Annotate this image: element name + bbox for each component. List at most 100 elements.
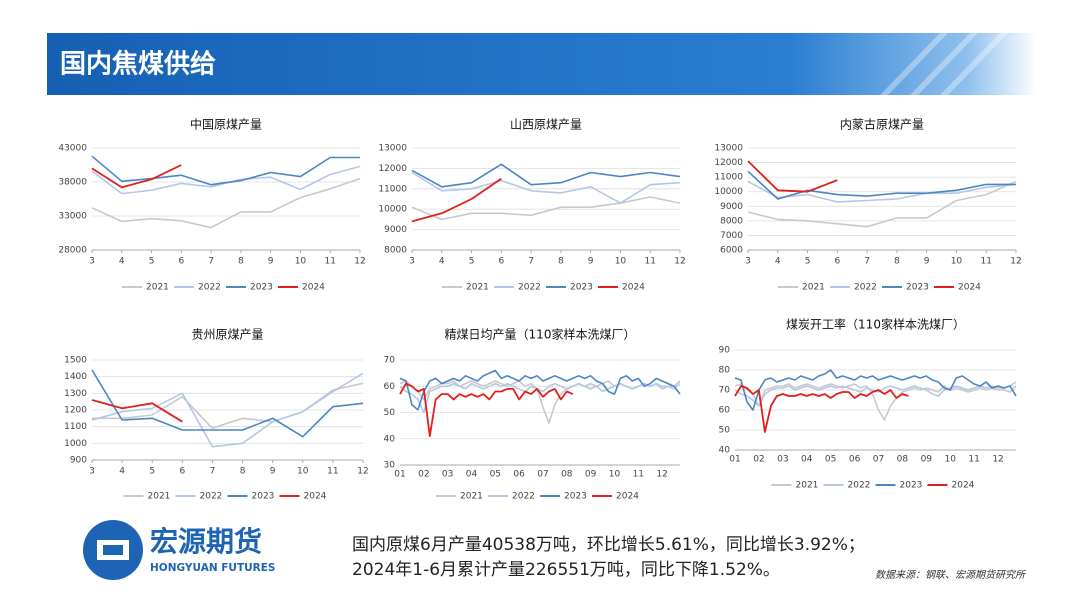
x-tick-label: 6 (834, 257, 840, 267)
chart-title: 中国原煤产量 (190, 117, 262, 132)
x-tick-label: 05 (490, 470, 501, 480)
series-line (734, 383, 1017, 421)
x-tick-label: 8 (238, 257, 244, 267)
x-tick-label: 12 (674, 257, 685, 267)
x-tick-label: 10 (297, 467, 309, 477)
x-tick-label: 02 (418, 470, 429, 480)
logo-cn: 宏源期货 (150, 525, 262, 558)
y-tick-label: 11000 (378, 184, 407, 194)
y-tick-label: 28000 (58, 246, 87, 256)
series-line (747, 180, 1017, 228)
x-tick-label: 6 (498, 257, 504, 267)
x-tick-label: 3 (409, 257, 415, 267)
y-tick-label: 40 (384, 434, 396, 444)
y-tick-label: 9000 (720, 202, 743, 212)
chart-title: 内蒙古原煤产量 (840, 117, 924, 132)
y-tick-label: 7000 (720, 231, 743, 241)
series-line (411, 196, 681, 221)
x-tick-label: 12 (354, 257, 365, 267)
x-tick-label: 11 (980, 257, 991, 267)
y-tick-label: 10000 (378, 205, 407, 215)
y-tick-label: 10000 (714, 187, 743, 197)
x-tick-label: 6 (179, 467, 185, 477)
header-band (47, 33, 1037, 95)
x-tick-label: 4 (119, 257, 125, 267)
x-tick-label: 11 (968, 455, 979, 465)
y-tick-label: 38000 (58, 178, 87, 188)
y-tick-label: 33000 (58, 212, 87, 222)
y-tick-label: 1200 (64, 406, 87, 416)
y-tick-label: 1500 (64, 356, 87, 366)
x-tick-label: 08 (561, 470, 573, 480)
x-tick-label: 9 (588, 257, 594, 267)
x-tick-label: 12 (656, 470, 667, 480)
source-note: 数据来源：钢联、宏源期货研究所 (875, 569, 1027, 581)
y-tick-label: 50 (719, 426, 731, 436)
x-tick-label: 03 (777, 455, 788, 465)
y-tick-label: 900 (70, 456, 87, 466)
x-tick-label: 5 (149, 257, 155, 267)
legend-label: 2024 (616, 492, 639, 502)
x-tick-label: 9 (924, 257, 930, 267)
series-line (91, 372, 364, 448)
x-tick-label: 8 (240, 467, 246, 477)
chart-title: 煤炭开工率（110家样本洗煤厂） (786, 317, 965, 332)
logo: 宏源期货 HONGYUAN FUTURES (83, 520, 275, 580)
y-tick-label: 13000 (378, 144, 407, 154)
y-tick-label: 6000 (720, 246, 743, 256)
series-line (399, 382, 574, 437)
x-tick-label: 7 (210, 467, 216, 477)
y-tick-label: 90 (719, 346, 731, 356)
y-tick-label: 70 (384, 356, 396, 366)
x-tick-label: 8 (894, 257, 900, 267)
x-tick-label: 8 (558, 257, 564, 267)
x-tick-label: 4 (119, 467, 125, 477)
series-line (747, 180, 1017, 203)
series-line (411, 171, 681, 204)
y-tick-label: 1400 (64, 372, 87, 382)
x-tick-label: 6 (178, 257, 184, 267)
y-tick-label: 43000 (58, 144, 87, 154)
x-tick-label: 10 (295, 257, 307, 267)
legend-label: 2022 (848, 481, 871, 491)
x-tick-label: 08 (897, 455, 909, 465)
y-tick-label: 11000 (714, 173, 743, 183)
x-tick-label: 12 (1010, 257, 1021, 267)
x-tick-label: 4 (775, 257, 781, 267)
y-tick-label: 9000 (384, 225, 407, 235)
legend-label: 2021 (796, 481, 819, 491)
series-line (747, 170, 1016, 200)
series-line (411, 177, 502, 223)
x-tick-label: 3 (89, 467, 95, 477)
x-tick-label: 09 (921, 455, 933, 465)
x-tick-label: 3 (89, 257, 95, 267)
series-line (91, 164, 182, 189)
series-line (91, 369, 364, 438)
legend-label: 2021 (802, 283, 825, 293)
summary-line: 国内原煤6月产量40538万吨，环比增长5.61%，同比增长3.92%； (352, 535, 865, 555)
series-line (411, 163, 681, 188)
header-stripes (880, 33, 1008, 95)
series-line (91, 177, 361, 229)
legend-label: 2021 (146, 283, 169, 293)
x-tick-label: 5 (149, 467, 155, 477)
series-line (747, 160, 838, 193)
summary-line: 2024年1-6月累计产量226551万吨，同比下降1.52%。 (352, 560, 780, 580)
x-tick-label: 07 (537, 470, 548, 480)
x-tick-label: 11 (327, 467, 338, 477)
legend-label: 2023 (570, 283, 593, 293)
x-tick-label: 11 (633, 470, 644, 480)
x-tick-label: 12 (992, 455, 1003, 465)
y-tick-label: 50 (384, 408, 396, 418)
y-tick-label: 60 (384, 382, 396, 392)
legend-label: 2022 (512, 492, 535, 502)
y-tick-label: 60 (719, 406, 731, 416)
y-tick-label: 12000 (378, 164, 407, 174)
legend-label: 2022 (854, 283, 877, 293)
legend-label: 2023 (906, 283, 929, 293)
x-tick-label: 07 (873, 455, 884, 465)
x-tick-label: 05 (825, 455, 836, 465)
y-tick-label: 12000 (714, 158, 743, 168)
y-tick-label: 8000 (720, 216, 743, 226)
